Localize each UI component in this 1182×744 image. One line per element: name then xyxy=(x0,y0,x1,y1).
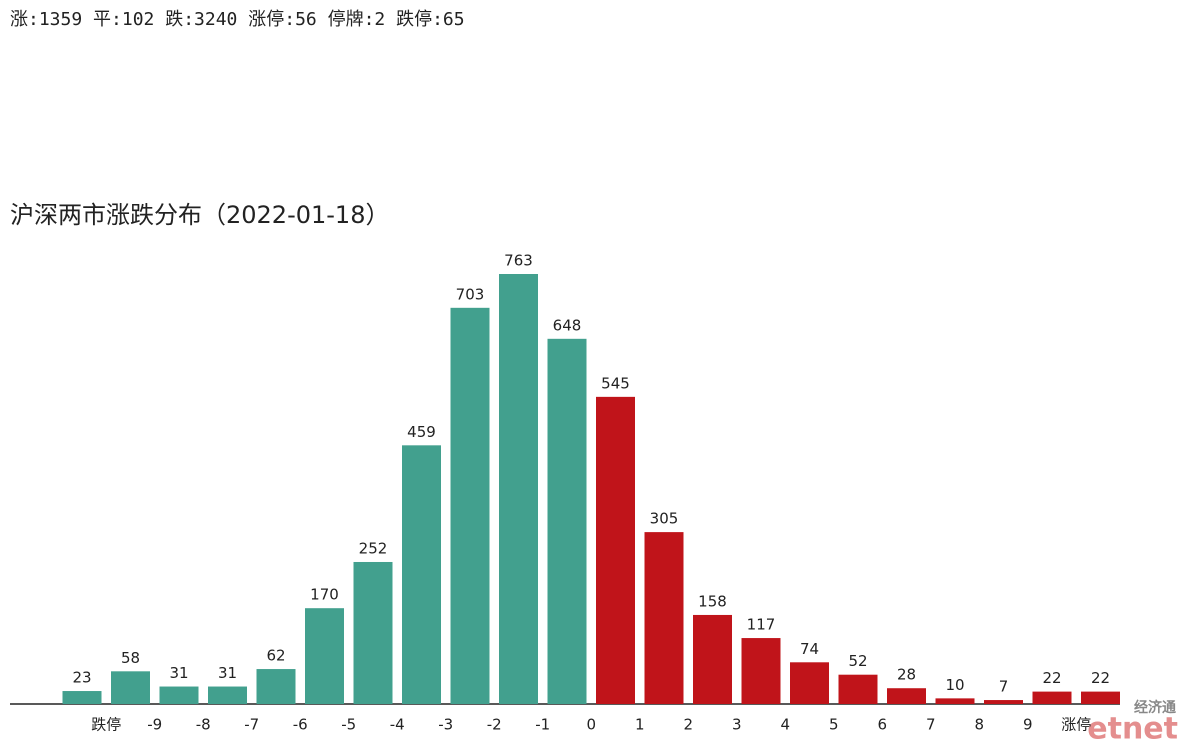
bar xyxy=(1032,691,1072,704)
x-tick-label: 1 xyxy=(635,716,645,734)
x-tick-label: -8 xyxy=(196,716,211,734)
bar xyxy=(790,662,829,704)
data-label: 117 xyxy=(747,616,776,634)
x-tick-label: -9 xyxy=(147,716,162,734)
bar xyxy=(111,671,150,704)
data-label: 305 xyxy=(650,510,679,528)
data-label: 10 xyxy=(945,676,964,694)
x-tick-label: -6 xyxy=(293,716,308,734)
data-label: 22 xyxy=(1091,669,1110,687)
bar xyxy=(984,700,1023,704)
x-tick-label: 跌停 xyxy=(91,716,121,734)
x-tick-label: 2 xyxy=(683,716,693,734)
data-label: 28 xyxy=(897,666,916,684)
data-label: 252 xyxy=(359,539,388,557)
data-label: 22 xyxy=(1042,669,1061,687)
header-stats: 涨:1359 平:102 跌:3240 涨停:56 停牌:2 跌停:65 xyxy=(10,9,465,30)
bar xyxy=(499,274,538,704)
x-tick-label: 9 xyxy=(1023,716,1033,734)
x-tick-label: -2 xyxy=(487,716,502,734)
bar xyxy=(547,338,587,704)
bar xyxy=(741,638,781,704)
x-tick-label: -3 xyxy=(438,716,453,734)
bar xyxy=(402,445,441,704)
x-tick-label: 8 xyxy=(974,716,984,734)
data-label: 170 xyxy=(310,586,339,604)
data-label: 7 xyxy=(999,678,1009,696)
bar xyxy=(62,691,102,704)
bar xyxy=(935,698,975,704)
x-tick-label: 6 xyxy=(877,716,887,734)
data-label: 158 xyxy=(698,592,727,610)
x-tick-label: 涨停 xyxy=(1061,716,1091,734)
bar xyxy=(208,686,247,704)
x-tick-label: 4 xyxy=(780,716,790,734)
x-tick-label: -5 xyxy=(341,716,356,734)
x-tick-label: -7 xyxy=(244,716,259,734)
bar xyxy=(353,561,393,704)
data-label: 31 xyxy=(218,664,237,682)
x-tick-label: 0 xyxy=(586,716,596,734)
data-label: 648 xyxy=(553,316,582,334)
x-tick-label: -1 xyxy=(535,716,550,734)
data-label: 23 xyxy=(72,669,91,687)
bar xyxy=(693,614,732,704)
bar xyxy=(305,608,344,704)
x-tick-label: 5 xyxy=(829,716,839,734)
data-label: 459 xyxy=(407,423,436,441)
data-label: 703 xyxy=(456,285,485,303)
data-label: 52 xyxy=(848,652,867,670)
bar xyxy=(159,686,199,704)
bar xyxy=(450,307,490,704)
bar xyxy=(596,396,635,704)
bar xyxy=(838,674,878,704)
x-tick-label: 3 xyxy=(732,716,742,734)
bar xyxy=(1081,691,1120,704)
data-label: 31 xyxy=(169,664,188,682)
watermark-cn: 经济通 xyxy=(1134,699,1176,716)
bar xyxy=(644,532,684,704)
data-label: 62 xyxy=(266,647,285,665)
data-label: 74 xyxy=(800,640,819,658)
bar xyxy=(887,688,926,704)
chart-title: 沪深两市涨跌分布（2022-01-18） xyxy=(10,201,389,229)
data-label: 763 xyxy=(504,252,533,270)
watermark-en: etnet xyxy=(1087,712,1178,744)
x-tick-label: 7 xyxy=(926,716,936,734)
bar xyxy=(256,669,296,704)
data-label: 58 xyxy=(121,649,140,667)
data-label: 545 xyxy=(601,374,630,392)
x-tick-label: -4 xyxy=(390,716,405,734)
